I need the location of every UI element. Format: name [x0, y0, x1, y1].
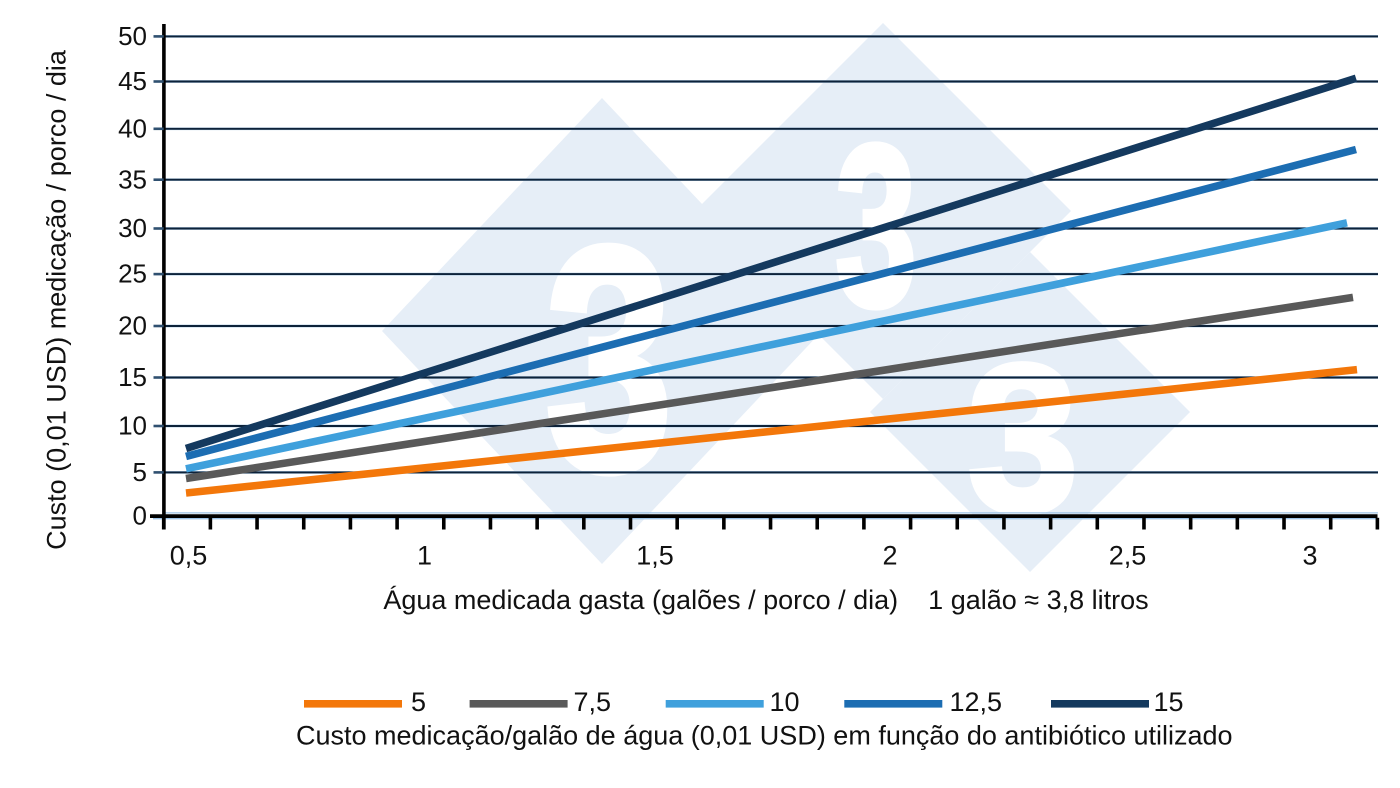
svg-text:Custo (0,01 USD) medicação / p: Custo (0,01 USD) medicação / porco / dia — [42, 49, 72, 550]
svg-text:5: 5 — [411, 687, 426, 717]
svg-text:30: 30 — [118, 213, 147, 243]
svg-text:45: 45 — [118, 66, 147, 96]
svg-text:50: 50 — [118, 21, 147, 51]
svg-text:2,5: 2,5 — [1109, 541, 1147, 571]
svg-text:10: 10 — [118, 411, 147, 441]
svg-text:1,5: 1,5 — [636, 541, 674, 571]
svg-text:7,5: 7,5 — [574, 687, 612, 717]
svg-text:Água medicada gasta (galões /: Água medicada gasta (galões / porco / di… — [383, 585, 1148, 615]
svg-text:2: 2 — [882, 541, 897, 571]
svg-text:1: 1 — [417, 541, 432, 571]
svg-text:20: 20 — [118, 311, 147, 341]
svg-text:0,5: 0,5 — [170, 541, 208, 571]
svg-text:15: 15 — [1154, 687, 1184, 717]
svg-text:5: 5 — [133, 457, 147, 487]
svg-text:25: 25 — [118, 259, 147, 289]
svg-text:15: 15 — [118, 362, 147, 392]
svg-text:Custo medicação/galão de água: Custo medicação/galão de água (0,01 USD)… — [296, 721, 1233, 751]
svg-text:0: 0 — [133, 501, 147, 531]
svg-text:40: 40 — [118, 113, 147, 143]
svg-text:35: 35 — [118, 164, 147, 194]
svg-text:3: 3 — [1302, 541, 1317, 571]
svg-text:12,5: 12,5 — [950, 687, 1003, 717]
svg-text:10: 10 — [770, 687, 800, 717]
